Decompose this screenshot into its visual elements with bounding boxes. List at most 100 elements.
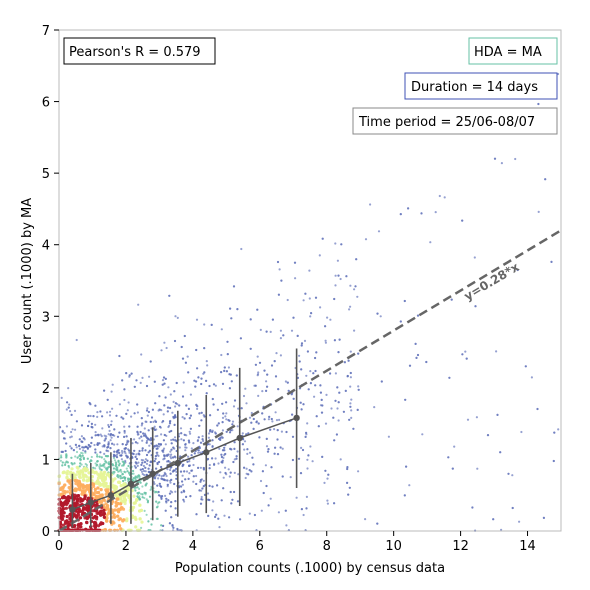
scatter-point: [118, 462, 121, 465]
scatter-point: [122, 417, 125, 420]
scatter-point: [249, 318, 252, 321]
scatter-point: [319, 306, 322, 309]
scatter-point: [421, 433, 424, 436]
scatter-point: [120, 416, 123, 419]
scatter-point: [179, 470, 183, 473]
scatter-point: [306, 458, 309, 461]
scatter-point: [59, 487, 63, 491]
scatter-point: [104, 437, 107, 440]
scatter-point: [221, 436, 224, 439]
scatter-point: [165, 497, 168, 500]
scatter-point: [240, 247, 243, 251]
scatter-point: [279, 329, 282, 332]
scatter-point: [473, 256, 476, 259]
scatter-point: [364, 518, 367, 521]
scatter-point: [165, 460, 169, 463]
scatter-point: [208, 443, 211, 446]
scatter-point: [273, 452, 276, 455]
scatter-point: [82, 449, 85, 452]
scatter-point: [221, 402, 224, 405]
scatter-point: [153, 428, 157, 431]
scatter-point: [281, 475, 284, 478]
scatter-point: [99, 513, 103, 517]
scatter-point: [101, 511, 105, 515]
scatter-point: [78, 445, 81, 448]
scatter-point: [187, 439, 190, 442]
scatter-point: [66, 527, 70, 531]
scatter-point: [162, 451, 165, 454]
scatter-point: [145, 439, 149, 442]
scatter-point: [405, 465, 408, 468]
scatter-point: [550, 260, 553, 263]
scatter-point: [349, 350, 352, 353]
scatter-point: [319, 391, 322, 394]
scatter-point: [154, 435, 157, 438]
x-tick-label: 14: [519, 539, 536, 554]
scatter-point: [205, 360, 208, 363]
scatter-point: [100, 435, 103, 438]
scatter-point: [160, 477, 163, 480]
scatter-point: [228, 387, 231, 390]
scatter-point: [127, 478, 130, 481]
scatter-point: [80, 424, 84, 427]
scatter-point: [166, 410, 169, 413]
scatter-point: [75, 446, 78, 449]
scatter-point: [136, 442, 139, 445]
scatter-point: [181, 416, 184, 419]
scatter-point: [223, 514, 226, 517]
scatter-point: [520, 430, 523, 434]
scatter-point: [65, 472, 69, 476]
scatter-point: [61, 464, 64, 467]
scatter-point: [117, 460, 120, 463]
scatter-point: [98, 442, 101, 445]
scatter-point: [65, 519, 69, 523]
scatter-point: [125, 412, 128, 415]
scatter-point: [349, 385, 352, 388]
scatter-point: [118, 431, 121, 434]
scatter-point: [448, 376, 451, 379]
scatter-point: [154, 457, 157, 460]
scatter-point: [209, 414, 212, 417]
scatter-point: [314, 369, 317, 373]
scatter-point: [143, 496, 146, 500]
scatter-point: [166, 468, 169, 471]
scatter-point: [348, 486, 351, 489]
scatter-point: [92, 466, 95, 469]
scatter-point: [140, 435, 143, 438]
scatter-point: [134, 441, 137, 444]
scatter-point: [233, 471, 236, 474]
scatter-point: [94, 467, 97, 470]
scatter-point: [364, 238, 368, 241]
scatter-point: [97, 434, 100, 437]
scatter-point: [407, 207, 410, 210]
scatter-point: [173, 423, 176, 426]
scatter-point: [289, 476, 292, 479]
scatter-point: [309, 445, 312, 448]
scatter-point: [277, 388, 280, 391]
scatter-point: [88, 420, 91, 423]
scatter-point: [219, 471, 222, 474]
scatter-point: [557, 72, 560, 76]
scatter-point: [214, 432, 217, 435]
scatter-point: [302, 403, 305, 406]
scatter-point: [323, 481, 326, 484]
scatter-point: [184, 478, 187, 481]
scatter-point: [69, 436, 72, 439]
scatter-point: [336, 407, 339, 410]
pearson-box: Pearson's R = 0.579: [63, 37, 216, 65]
scatter-point: [148, 464, 151, 467]
scatter-point: [345, 275, 348, 278]
scatter-point: [180, 491, 183, 494]
scatter-point: [257, 422, 260, 425]
scatter-point: [65, 408, 68, 411]
y-tick-label: 0: [42, 525, 50, 540]
scatter-point: [78, 516, 83, 520]
y-tick-label: 2: [42, 382, 50, 397]
scatter-point: [471, 506, 474, 509]
scatter-point: [201, 487, 204, 490]
scatter-point: [180, 485, 183, 488]
scatter-point: [228, 475, 231, 478]
scatter-point: [144, 449, 147, 452]
scatter-point: [160, 497, 163, 500]
scatter-point: [104, 502, 108, 506]
